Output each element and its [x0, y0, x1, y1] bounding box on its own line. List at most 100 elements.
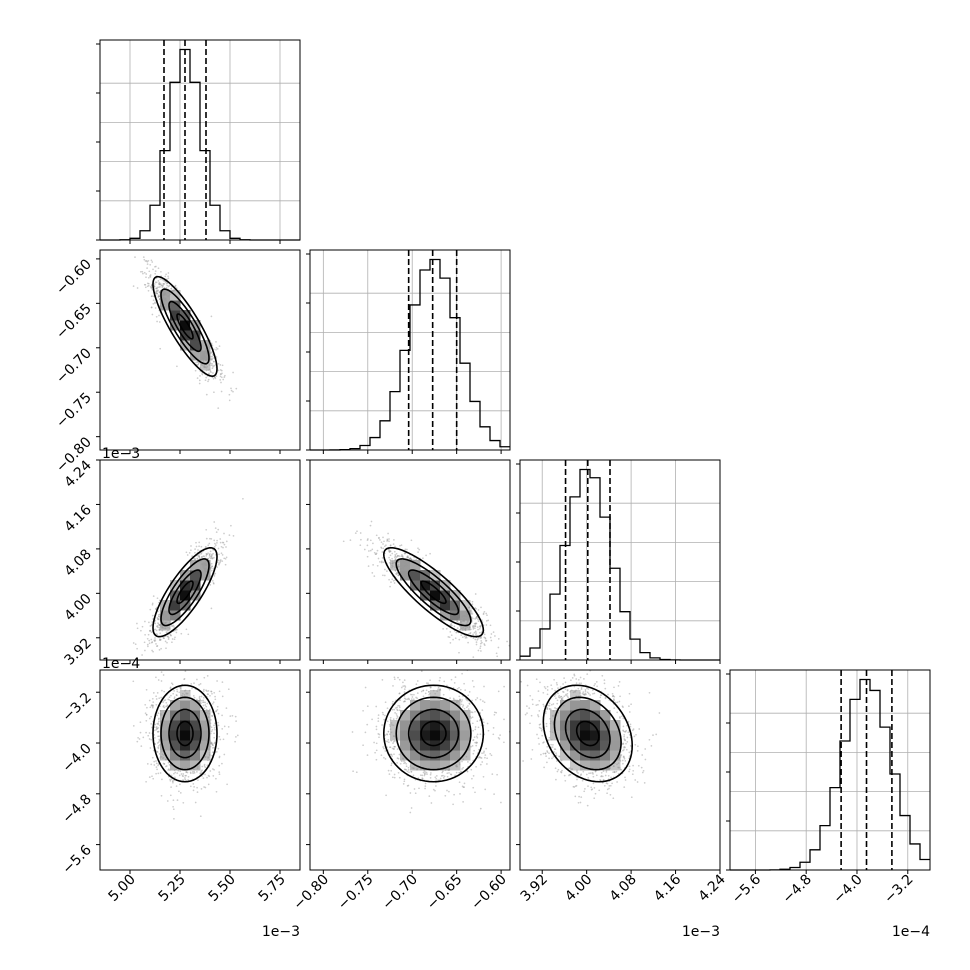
scatter-point	[393, 539, 395, 541]
scatter-point	[479, 631, 481, 634]
scatter-point	[232, 535, 235, 537]
scatter-point	[405, 561, 407, 564]
scatter-point	[197, 779, 199, 781]
scatter-point	[629, 744, 632, 747]
scatter-point	[485, 624, 488, 626]
scatter-point	[152, 650, 154, 653]
scatter-point	[155, 762, 158, 765]
scatter-point	[155, 726, 158, 729]
scatter-point	[163, 300, 165, 303]
scatter-point	[478, 627, 481, 630]
scatter-point	[539, 723, 542, 726]
scatter-point	[210, 555, 213, 558]
density-cell	[570, 690, 581, 701]
scatter-point	[628, 705, 630, 707]
scatter-point	[538, 726, 541, 729]
scatter-point	[185, 551, 188, 554]
scatter-point	[191, 771, 194, 773]
scatter-point	[150, 723, 153, 725]
scatter-point	[482, 775, 485, 778]
scatter-point	[225, 707, 228, 709]
scatter-point	[198, 556, 201, 558]
scatter-point	[394, 556, 396, 559]
scatter-point	[218, 563, 220, 566]
scatter-point	[204, 379, 207, 382]
scatter-point	[160, 696, 162, 699]
scatter-point	[196, 698, 198, 701]
scatter-point	[190, 549, 192, 552]
scatter-point	[418, 548, 421, 551]
scatter-point	[215, 346, 218, 349]
scatter-point	[392, 579, 395, 582]
scatter-point	[460, 703, 463, 706]
panel-frame	[309, 669, 511, 871]
scatter-point	[376, 564, 379, 567]
scatter-point	[169, 794, 172, 797]
scatter-point	[227, 688, 230, 691]
scatter-point	[462, 626, 465, 629]
scatter-point	[177, 769, 180, 772]
scatter-point	[187, 779, 189, 781]
scatter-point	[217, 369, 220, 372]
scatter-point	[439, 676, 441, 679]
scatter-point	[407, 769, 410, 771]
scatter-point	[635, 733, 637, 736]
scatter-point	[550, 684, 553, 687]
scatter-point	[167, 638, 170, 640]
contour-line	[575, 720, 600, 747]
scatter-point	[234, 715, 237, 718]
scatter-point	[636, 781, 639, 783]
scatter-point	[562, 704, 565, 707]
scatter-point	[169, 620, 172, 623]
scatter-point	[584, 692, 587, 695]
scatter-point	[382, 746, 384, 748]
scatter-point	[234, 740, 236, 743]
scatter-point	[163, 283, 166, 285]
density-cell	[460, 610, 471, 621]
scatter-point	[630, 796, 633, 799]
scatter-point	[579, 676, 582, 679]
scatter-point	[410, 807, 413, 809]
scatter-point	[216, 680, 218, 682]
density-cell	[440, 700, 451, 711]
scatter-point	[377, 717, 380, 720]
scatter-point	[158, 735, 160, 738]
scatter-point	[648, 738, 651, 741]
scatter-point	[618, 681, 621, 683]
scatter-point	[209, 362, 212, 365]
scatter-point	[471, 722, 474, 725]
scatter-point	[435, 775, 438, 777]
scatter-point	[396, 762, 398, 764]
scatter-point	[384, 750, 387, 752]
scatter-point	[467, 641, 469, 644]
scatter-point	[471, 716, 474, 719]
contour-line	[407, 569, 460, 616]
scatter-point	[211, 715, 214, 717]
scatter-point	[155, 287, 157, 290]
scatter-point	[459, 688, 462, 691]
contour-line	[176, 580, 194, 605]
density-cell	[570, 720, 581, 731]
scatter-point	[158, 697, 161, 700]
scatter-point	[383, 545, 386, 548]
scatter-point	[387, 738, 390, 741]
scatter-point	[563, 677, 565, 679]
scatter-point	[573, 786, 576, 788]
scatter-point	[435, 777, 438, 780]
scatter-point	[539, 727, 542, 730]
scatter-point	[459, 618, 462, 620]
density-cell	[170, 310, 181, 321]
density-cell	[600, 750, 611, 761]
scatter-point	[352, 770, 354, 773]
scatter-point	[386, 720, 389, 723]
scatter-point	[155, 676, 157, 679]
scatter-point	[148, 639, 151, 642]
scatter-point	[630, 703, 632, 706]
scatter-point	[159, 743, 162, 746]
scatter-point	[463, 682, 465, 685]
density-cell	[180, 570, 191, 581]
scatter-point	[443, 680, 446, 683]
scatter-point	[462, 801, 464, 803]
density-cell	[190, 340, 201, 351]
scatter-point	[449, 697, 451, 699]
